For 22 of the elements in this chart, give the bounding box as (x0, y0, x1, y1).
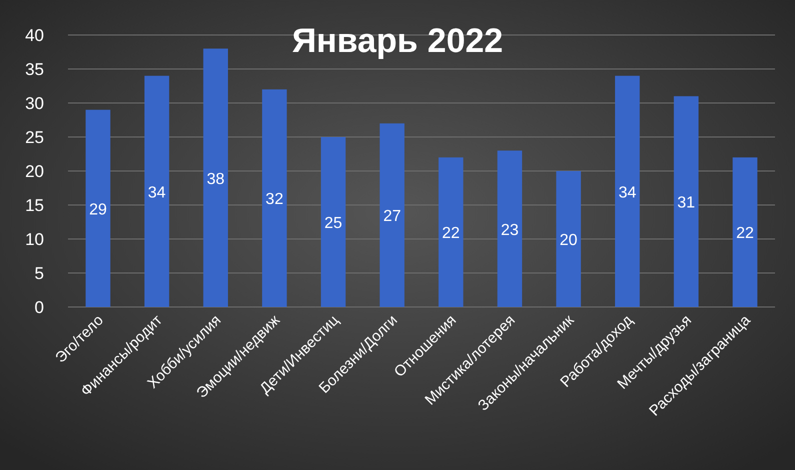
data-label: 27 (383, 208, 402, 226)
data-label: 25 (324, 215, 342, 232)
y-tick-label: 40 (25, 26, 44, 45)
y-tick-label: 15 (25, 196, 44, 215)
y-tick-label: 20 (25, 162, 44, 181)
data-label: 29 (89, 201, 107, 218)
y-tick-label: 10 (25, 230, 44, 249)
data-label: 34 (618, 184, 636, 202)
y-tick-label: 0 (34, 298, 44, 317)
data-label: 32 (266, 191, 284, 208)
data-label: 20 (560, 232, 578, 249)
data-label: 31 (677, 194, 696, 212)
data-label: 38 (206, 170, 225, 188)
data-label: 23 (500, 222, 519, 239)
y-tick-label: 5 (34, 264, 44, 283)
data-label: 22 (736, 225, 754, 242)
y-tick-label: 25 (25, 128, 44, 147)
data-label: 22 (442, 225, 460, 242)
chart-title: Январь 2022 (292, 22, 504, 60)
y-tick-label: 35 (25, 60, 44, 79)
y-tick-label: 30 (25, 94, 44, 113)
data-label: 34 (148, 184, 166, 202)
